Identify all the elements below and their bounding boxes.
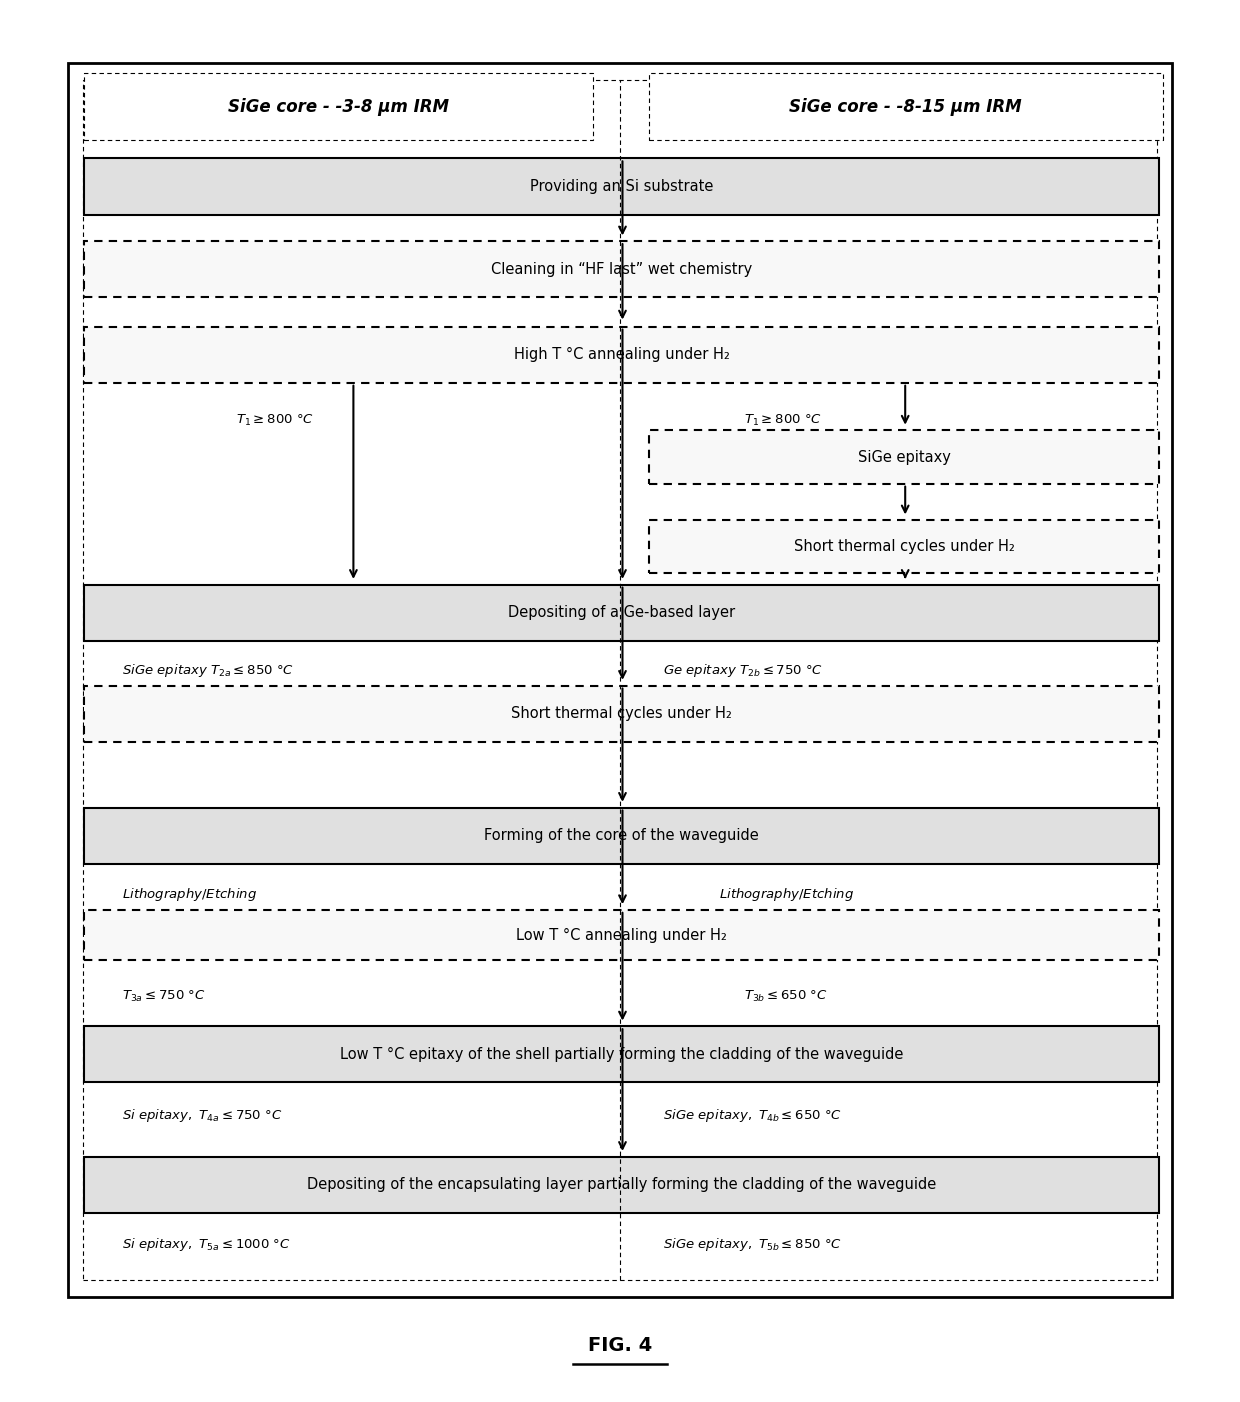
Text: Depositing of a Ge-based layer: Depositing of a Ge-based layer	[508, 606, 735, 620]
Bar	[84, 327, 1159, 383]
Text: $T_1 \geq 800$ °C: $T_1 \geq 800$ °C	[236, 414, 314, 428]
Bar	[84, 73, 593, 140]
Text: Low T °C annealing under H₂: Low T °C annealing under H₂	[516, 928, 728, 942]
Bar	[649, 520, 1159, 573]
Text: $SiGe\ epitaxy,\ T_{5b} \leq 850$ °C: $SiGe\ epitaxy,\ T_{5b} \leq 850$ °C	[663, 1237, 842, 1253]
Bar	[84, 686, 1159, 742]
Text: Low T °C epitaxy of the shell partially forming the cladding of the waveguide: Low T °C epitaxy of the shell partially …	[340, 1047, 904, 1061]
Bar	[84, 808, 1159, 864]
Bar	[84, 910, 1159, 960]
Text: $Si\ epitaxy,\ T_{4a} \leq 750$ °C: $Si\ epitaxy,\ T_{4a} \leq 750$ °C	[122, 1108, 281, 1124]
Text: Short thermal cycles under H₂: Short thermal cycles under H₂	[511, 707, 733, 721]
Text: $SiGe\ epitaxy\ T_{2a} \leq 850$ °C: $SiGe\ epitaxy\ T_{2a} \leq 850$ °C	[122, 662, 294, 679]
Text: FIG. 4: FIG. 4	[588, 1336, 652, 1356]
Bar	[84, 1157, 1159, 1213]
Text: $T_{3a} \leq 750$ °C: $T_{3a} \leq 750$ °C	[122, 990, 205, 1004]
Text: $Lithography/Etching$: $Lithography/Etching$	[719, 886, 854, 903]
Text: Depositing of the encapsulating layer partially forming the cladding of the wave: Depositing of the encapsulating layer pa…	[308, 1178, 936, 1192]
Bar	[83, 80, 1157, 1280]
Text: Cleaning in “HF last” wet chemistry: Cleaning in “HF last” wet chemistry	[491, 262, 753, 276]
Text: $T_1 \geq 800$ °C: $T_1 \geq 800$ °C	[744, 414, 822, 428]
Bar	[649, 73, 1163, 140]
Text: Forming of the core of the waveguide: Forming of the core of the waveguide	[485, 829, 759, 843]
Bar	[84, 585, 1159, 641]
Bar	[84, 1026, 1159, 1082]
Text: Providing an Si substrate: Providing an Si substrate	[531, 179, 713, 193]
Text: Short thermal cycles under H₂: Short thermal cycles under H₂	[794, 540, 1014, 554]
Text: SiGe epitaxy: SiGe epitaxy	[858, 450, 950, 464]
Text: $SiGe\ epitaxy,\ T_{4b} \leq 650$ °C: $SiGe\ epitaxy,\ T_{4b} \leq 650$ °C	[663, 1108, 842, 1124]
Bar	[84, 158, 1159, 215]
Text: SiGe core - -3-8 μm IRM: SiGe core - -3-8 μm IRM	[228, 98, 449, 115]
Bar	[84, 241, 1159, 297]
Bar	[649, 430, 1159, 484]
Bar	[68, 63, 1172, 1297]
Text: $T_{3b} \leq 650$ °C: $T_{3b} \leq 650$ °C	[744, 990, 828, 1004]
Text: High T °C annealing under H₂: High T °C annealing under H₂	[513, 348, 730, 362]
Text: $Si\ epitaxy,\ T_{5a} \leq 1000$ °C: $Si\ epitaxy,\ T_{5a} \leq 1000$ °C	[122, 1237, 290, 1253]
Text: SiGe core - -8-15 μm IRM: SiGe core - -8-15 μm IRM	[789, 98, 1022, 115]
Text: $Lithography/Etching$: $Lithography/Etching$	[122, 886, 257, 903]
Text: $Ge\ epitaxy\ T_{2b} \leq 750$ °C: $Ge\ epitaxy\ T_{2b} \leq 750$ °C	[663, 662, 823, 679]
